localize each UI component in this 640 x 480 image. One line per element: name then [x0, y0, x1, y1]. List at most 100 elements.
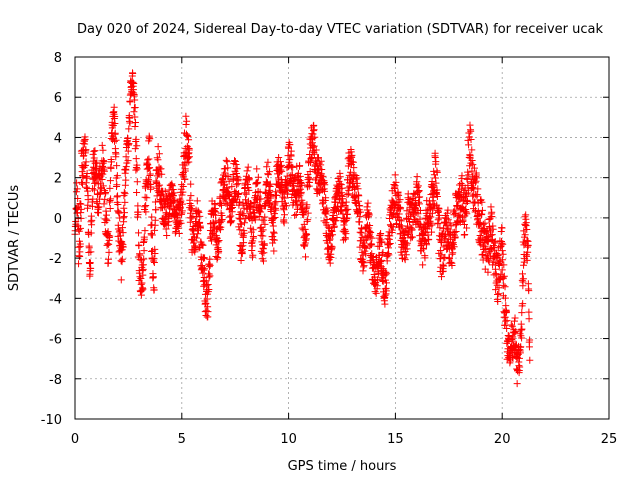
data-point — [341, 201, 349, 209]
data-point — [395, 191, 403, 199]
data-point — [248, 246, 256, 254]
data-point — [94, 209, 102, 217]
data-point — [268, 219, 276, 227]
data-point — [447, 222, 455, 230]
data-point — [229, 204, 237, 212]
data-point — [507, 321, 515, 329]
data-point — [110, 103, 118, 111]
data-point — [258, 227, 266, 235]
data-point — [501, 294, 509, 302]
data-point — [397, 222, 405, 230]
data-point — [457, 185, 465, 193]
data-point — [383, 269, 391, 277]
data-point — [391, 171, 399, 179]
data-point — [428, 209, 436, 217]
data-point — [72, 188, 80, 196]
data-point — [254, 178, 262, 186]
data-point — [233, 181, 241, 189]
data-point — [489, 225, 497, 233]
data-point — [215, 237, 223, 245]
data-point — [424, 206, 432, 214]
data-point — [240, 219, 248, 227]
data-point — [98, 141, 106, 149]
data-point — [124, 157, 132, 165]
data-point — [492, 270, 500, 278]
data-point — [302, 204, 310, 212]
data-point — [503, 324, 511, 332]
data-point — [168, 180, 176, 188]
data-point — [462, 190, 470, 198]
data-point — [471, 198, 479, 206]
data-point — [326, 235, 334, 243]
data-point — [260, 216, 268, 224]
data-point — [478, 198, 486, 206]
data-point — [328, 227, 336, 235]
data-point — [525, 343, 533, 351]
data-point — [494, 297, 502, 305]
data-point — [106, 198, 114, 206]
data-point — [470, 164, 478, 172]
data-point — [244, 163, 252, 171]
data-point — [438, 238, 446, 246]
data-point — [206, 272, 214, 280]
data-point — [356, 228, 364, 236]
data-point — [319, 172, 327, 180]
data-point — [463, 197, 471, 205]
data-point — [103, 217, 111, 225]
data-point — [75, 227, 83, 235]
data-point — [407, 234, 415, 242]
data-point — [475, 221, 483, 229]
data-point — [147, 183, 155, 191]
chart-title: Day 020 of 2024, Sidereal Day-to-day VTE… — [77, 22, 603, 37]
data-point — [306, 167, 314, 175]
x-tick-label: 0 — [71, 432, 79, 447]
data-point — [256, 224, 264, 232]
data-point — [459, 216, 467, 224]
data-point — [156, 191, 164, 199]
data-point — [154, 182, 162, 190]
data-point — [140, 247, 148, 255]
data-point — [515, 354, 523, 362]
data-point — [429, 183, 437, 191]
data-point — [133, 142, 141, 150]
data-point — [300, 211, 308, 219]
data-point — [91, 147, 99, 155]
data-point — [251, 199, 259, 207]
data-point — [183, 117, 191, 125]
data-point — [332, 198, 340, 206]
y-tick-label: -6 — [49, 333, 62, 348]
data-point — [372, 289, 380, 297]
data-point — [87, 264, 95, 272]
data-point — [200, 265, 208, 273]
data-point — [138, 284, 146, 292]
data-point — [243, 167, 251, 175]
data-point — [397, 204, 405, 212]
data-point — [140, 235, 148, 243]
data-point — [512, 327, 520, 335]
data-point — [205, 270, 213, 278]
data-point — [175, 220, 183, 228]
data-point — [323, 207, 331, 215]
data-point — [237, 242, 245, 250]
data-point — [509, 337, 517, 345]
data-point — [214, 254, 222, 262]
data-point — [89, 185, 97, 193]
data-point — [496, 257, 504, 265]
data-point — [118, 255, 126, 263]
data-point — [467, 136, 475, 144]
data-point — [503, 317, 511, 325]
data-point — [423, 241, 431, 249]
data-point — [525, 308, 533, 316]
data-point — [517, 343, 525, 351]
data-point — [135, 242, 143, 250]
data-point — [146, 135, 154, 143]
data-point — [518, 270, 526, 278]
data-point — [226, 213, 234, 221]
data-point — [354, 185, 362, 193]
data-point — [350, 182, 358, 190]
data-point — [320, 177, 328, 185]
data-point — [249, 205, 257, 213]
data-point — [99, 162, 107, 170]
data-point — [458, 172, 466, 180]
data-point — [293, 197, 301, 205]
